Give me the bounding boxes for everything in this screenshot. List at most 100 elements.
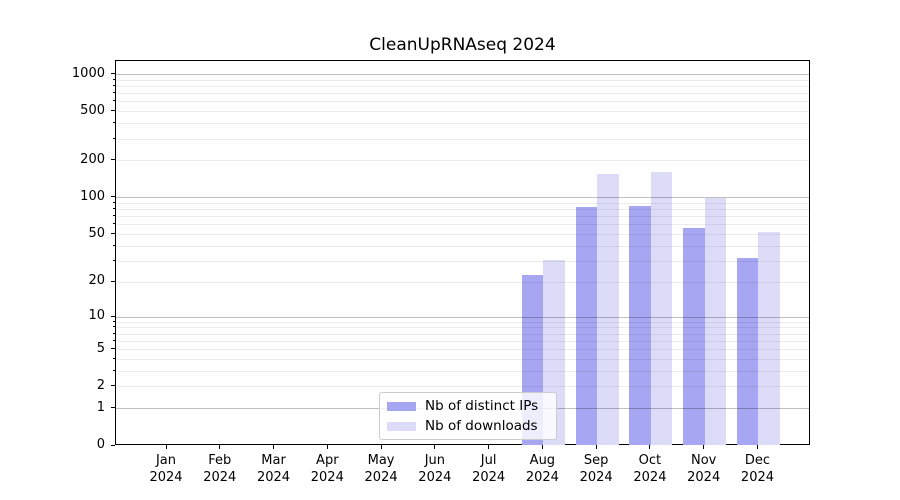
y-tick-label: 20 [88,273,105,289]
minor-gridline [116,138,809,140]
x-tick-mark [703,445,705,449]
y-tick-mark [111,196,115,198]
x-tick-mark [488,445,490,449]
bar-distinct-ips-8 [575,206,598,445]
x-tick-label: Feb 2024 [188,452,252,486]
y-minor-tick-mark [113,223,115,225]
bar-downloads-9 [650,172,673,445]
minor-gridline [116,245,809,247]
minor-gridline [116,93,809,95]
y-minor-tick-mark [113,326,115,328]
y-minor-tick-mark [113,110,115,112]
y-minor-tick-mark [113,369,115,371]
y-minor-tick-mark [113,233,115,235]
x-tick-label-year: 2024 [525,470,559,485]
minor-gridline [116,79,809,81]
legend: Nb of distinct IPs Nb of downloads [379,392,557,440]
x-tick-label-year: 2024 [256,470,291,485]
minor-gridline [116,340,809,342]
minor-gridline [116,101,809,103]
minor-gridline [116,281,809,283]
x-tick-label: Aug 2024 [510,452,574,486]
y-minor-tick-mark [113,259,115,261]
legend-label-downloads: Nb of downloads [425,418,538,434]
x-tick-mark [434,445,436,449]
y-minor-tick-mark [113,320,115,322]
x-tick-label-year: 2024 [310,470,344,485]
y-tick-label: 2 [96,377,105,393]
x-tick-label: Sep 2024 [564,452,628,486]
x-tick-label-year: 2024 [364,470,398,485]
major-gridline [116,197,809,199]
y-tick-label: 500 [80,102,105,118]
x-tick-label: Oct 2024 [618,452,682,486]
distinct-ips-swatch-icon [387,401,416,411]
legend-label-distinct-ips: Nb of distinct IPs [425,398,539,414]
x-tick-mark [756,445,758,449]
y-tick-mark [111,315,115,317]
minor-gridline [116,358,809,360]
y-tick-label: 1 [96,399,105,415]
x-tick-mark [595,445,597,449]
chart-title: CleanUpRNAseq 2024 [369,35,556,55]
y-minor-tick-mark [113,201,115,203]
x-tick-mark [273,445,275,449]
y-minor-tick-mark [113,215,115,217]
x-tick-label-year: 2024 [687,470,721,485]
y-tick-label: 1000 [71,65,105,81]
bar-downloads-11 [758,231,780,445]
y-minor-tick-mark [113,122,115,124]
y-minor-tick-mark [113,332,115,334]
x-tick-label-year: 2024 [633,470,667,485]
minor-gridline [116,260,809,262]
y-minor-tick-mark [113,244,115,246]
y-tick-label: 10 [88,308,105,324]
bar-distinct-ips-9 [629,205,651,445]
minor-gridline [116,349,809,351]
minor-gridline [116,370,809,372]
major-gridline [116,74,809,76]
y-minor-tick-mark [113,78,115,80]
minor-gridline [116,123,809,125]
y-minor-tick-mark [113,357,115,359]
bar-downloads-10 [704,198,727,445]
y-minor-tick-mark [113,137,115,139]
legend-item-distinct-ips: Nb of distinct IPs [387,398,548,414]
y-minor-tick-mark [113,280,115,282]
bar-downloads-8 [597,174,619,445]
minor-gridline [116,111,809,113]
minor-gridline [116,234,809,236]
bar-distinct-ips-11 [736,258,759,445]
y-minor-tick-mark [113,85,115,87]
y-tick-mark [111,73,115,75]
y-tick-mark [111,444,115,446]
x-tick-label-year: 2024 [579,470,613,485]
y-minor-tick-mark [113,100,115,102]
y-minor-tick-mark [113,348,115,350]
minor-gridline [116,321,809,323]
x-tick-label: Jul 2024 [457,452,521,486]
minor-gridline [116,202,809,204]
x-tick-label: Mar 2024 [242,452,306,486]
downloads-swatch-icon [387,421,416,431]
y-minor-tick-mark [113,385,115,387]
minor-gridline [116,333,809,335]
x-tick-label-year: 2024 [149,470,183,485]
plot-area [115,60,810,445]
minor-gridline [116,86,809,88]
minor-gridline [116,386,809,388]
minor-gridline [116,209,809,211]
x-tick-label: Apr 2024 [295,452,359,486]
major-gridline [116,316,809,318]
minor-gridline [116,216,809,218]
legend-item-downloads: Nb of downloads [387,418,548,434]
x-tick-mark [380,445,382,449]
y-tick-label: 0 [96,437,105,452]
x-tick-label: Nov 2024 [672,452,736,486]
minor-gridline [116,160,809,162]
y-tick-label: 5 [96,340,105,356]
y-minor-tick-mark [113,159,115,161]
minor-gridline [116,224,809,226]
y-minor-tick-mark [113,92,115,94]
